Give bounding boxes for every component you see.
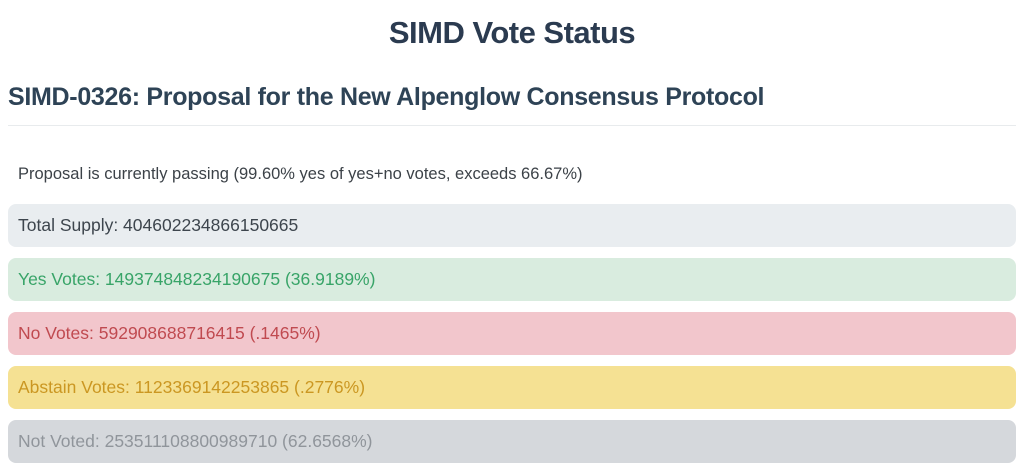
passing-status-text: Proposal is currently passing (99.60% ye… <box>18 165 583 184</box>
not-voted-bar: Not Voted: 253511108800989710 (62.6568%) <box>8 420 1016 464</box>
page-title: SIMD Vote Status <box>388 15 636 50</box>
abstain-votes-bar: Abstain Votes: 1123369142253865 (.2776%) <box>8 366 1016 410</box>
yes-votes-bar: Yes Votes: 149374848234190675 (36.9189%) <box>8 258 1016 302</box>
no-votes-bar: No Votes: 592908688716415 (.1465%) <box>8 312 1016 356</box>
proposal-heading: SIMD-0326: Proposal for the New Alpenglo… <box>8 82 1016 127</box>
total-supply-bar: Total Supply: 404602234866150665 <box>8 204 1016 248</box>
